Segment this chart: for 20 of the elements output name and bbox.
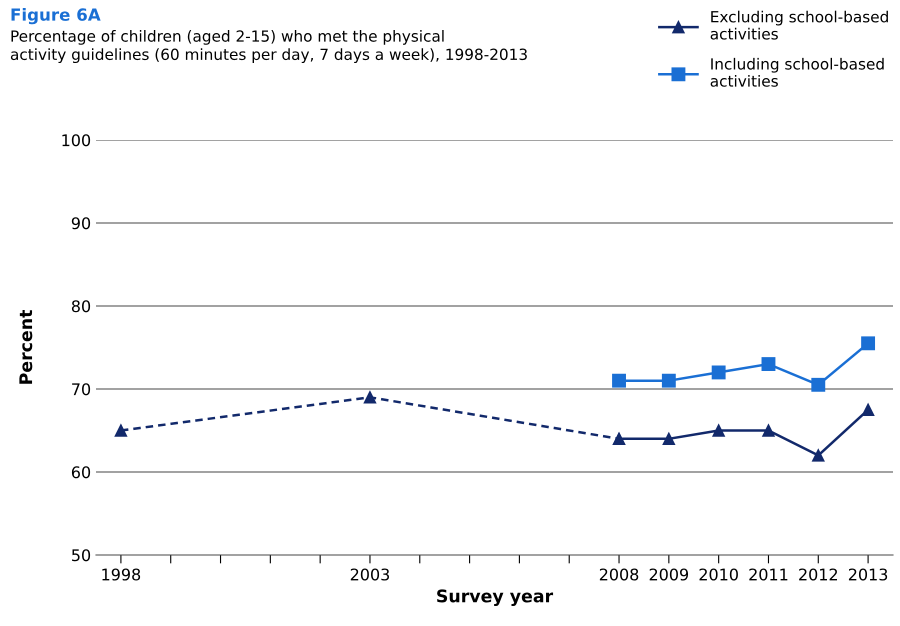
x-tick-label: 2010 — [700, 568, 738, 581]
x-axis-title: Survey year — [437, 589, 554, 606]
y-tick-label: 90 — [72, 217, 90, 230]
x-tick-label: 2011 — [749, 568, 788, 581]
y-axis-title: Percent — [19, 310, 32, 384]
legend-label: Including school-based activities — [710, 58, 884, 87]
x-tick-label: 2013 — [848, 568, 888, 581]
y-tick-label: 50 — [72, 549, 90, 562]
x-tick-label: 2009 — [650, 568, 688, 581]
y-tick-label: 60 — [72, 466, 90, 478]
chart-subtitle: Percentage of children (aged 2-15) who met the physical activity guidelines (60 minutes per day, 7 days a week), 1998-2013 — [10, 30, 527, 64]
x-tick-label: 2008 — [600, 568, 638, 581]
y-tick-label: 100 — [62, 134, 90, 146]
y-tick-label: 70 — [72, 383, 90, 396]
x-tick-label: 2003 — [350, 568, 390, 581]
chart-title: Figure 6A — [12, 8, 101, 24]
x-tick-label: 1998 — [102, 568, 140, 581]
legend-label: Excluding school-based activities — [710, 10, 888, 40]
y-tick-label: 80 — [72, 300, 90, 312]
x-tick-label: 2012 — [799, 568, 838, 581]
